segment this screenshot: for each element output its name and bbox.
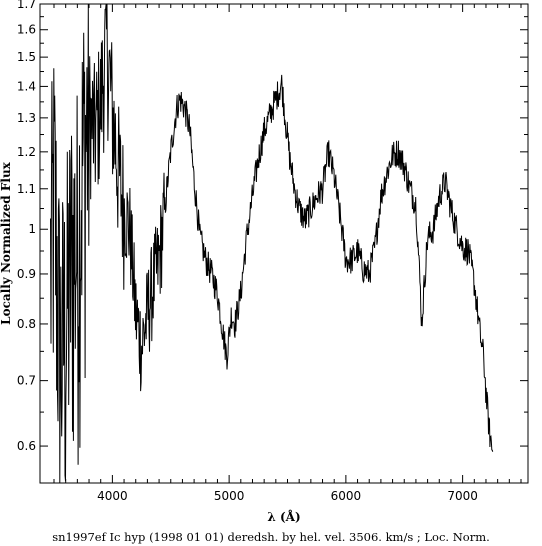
y-tick-label: 1.7 bbox=[17, 0, 36, 11]
chart-caption: sn1997ef Ic hyp (1998 01 01) deredsh. by… bbox=[52, 530, 490, 544]
y-tick-label: 1.6 bbox=[17, 23, 36, 37]
y-tick-label: 1 bbox=[28, 222, 36, 236]
y-tick-label: 0.7 bbox=[17, 374, 36, 388]
y-tick-label: 1.2 bbox=[17, 145, 36, 159]
y-tick-label: 0.9 bbox=[17, 267, 36, 281]
spectrum-series-line bbox=[50, 3, 494, 484]
x-axis-label: λ (Å) bbox=[267, 509, 300, 524]
y-axis-label: Locally Normalized Flux bbox=[0, 161, 13, 324]
x-tick-label: 5000 bbox=[214, 489, 245, 503]
y-tick-label: 0.6 bbox=[17, 439, 36, 453]
y-tick-label: 1.3 bbox=[17, 111, 36, 125]
plot-frame bbox=[39, 3, 529, 484]
x-tick-label: 4000 bbox=[97, 489, 128, 503]
x-tick-label: 6000 bbox=[331, 489, 362, 503]
x-tick-label: 7000 bbox=[447, 489, 478, 503]
axis-ticks bbox=[40, 3, 528, 484]
axis-tick-labels: 4000 5000 6000 7000 0.6 0.7 0.8 0.9 1 1.1 1.2 1.3 1.… bbox=[17, 0, 478, 503]
y-tick-label: 1.1 bbox=[17, 182, 36, 196]
y-tick-label: 1.4 bbox=[17, 79, 36, 93]
y-tick-label: 0.8 bbox=[17, 317, 36, 331]
y-tick-label: 1.5 bbox=[17, 50, 36, 64]
